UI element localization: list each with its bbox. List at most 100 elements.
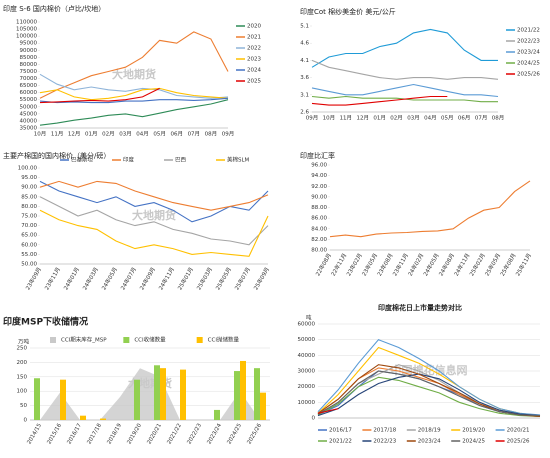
x-tick-label: 12月 [356,115,369,122]
legend-label: 2021/22 [517,28,540,34]
legend-swatch [196,337,203,343]
legend-label: CCI期末库存_MSP [61,336,107,344]
x-tick-label: 25年05月 [214,266,233,292]
y-tick-label: 90.00 [21,185,37,191]
y-tick-label: 82.00 [311,237,327,243]
chart-title: 印度棉花日上市量走势对比 [378,303,462,312]
watermark: 大地期货 [132,208,176,222]
y-tick-label: 95.00 [21,175,37,181]
legend-label: 2023/24 [418,439,441,445]
y-tick-label: 80.00 [21,204,37,210]
y-tick-label: 3.6 [300,75,309,81]
series-line [39,97,229,104]
series-line [317,370,541,417]
x-tick-label: 03月 [119,131,132,138]
y-tick-label: 85.00 [21,194,37,200]
legend-label: 2021/22 [329,439,352,445]
x-tick-label: 04月 [424,115,437,122]
y-tick-label: 60000 [20,90,38,96]
x-tick-label: 24年07月 [119,266,138,292]
x-tick-label: 25年01月 [176,266,195,292]
legend-label: 2023/24 [517,50,540,56]
x-tick-label: 06月 [458,115,471,122]
legend-label: 2016/17 [329,428,352,434]
series-line [317,370,541,417]
x-tick-label: 12月 [68,131,81,138]
x-tick-label: 24年05月 [100,266,119,292]
series-line [311,83,499,98]
x-tick-label: 05月 [441,115,454,122]
series-line [317,346,541,417]
y-tick-label: 50.00 [21,262,37,268]
bar [240,360,246,420]
legend-label: 2017/18 [373,428,396,434]
y-tick-label: 45000 [20,111,38,117]
y-tick-label: 50 [20,403,27,409]
y-tick-label: 35000 [20,126,38,132]
x-tick-label: 2018/19 [106,422,123,445]
y-tick-label: 95000 [20,41,38,47]
legend-label: 2023 [247,57,261,63]
y-tick-label: 0 [312,416,316,422]
y-tick-label: 3.1 [300,92,309,98]
x-tick-label: 09月 [222,131,235,138]
y-tick-label: 60.00 [21,242,37,248]
legend-label: 2025 [247,79,261,85]
x-tick-label: 09月 [306,115,319,122]
x-tick-label: 02月 [390,115,403,122]
y-tick-label: 2.6 [300,110,309,116]
y-tick-label: 150 [17,374,28,380]
x-tick-label: 11月 [51,131,64,138]
legend-label: 2022 [247,46,261,52]
unit-label: 吨 [306,314,312,322]
x-tick-label: 07月 [188,131,201,138]
y-tick-label: 20000 [298,384,316,390]
x-tick-label: 2022/23 [186,422,203,445]
x-tick-label: 05月 [153,131,166,138]
y-tick-label: 10000 [298,400,316,406]
series-line [311,59,499,80]
series-line [39,99,229,126]
x-tick-label: 25年03月 [195,266,214,292]
y-tick-label: 110000 [16,20,37,26]
series-line [39,209,269,257]
series-line [317,376,541,417]
series-line [39,31,229,99]
y-tick-label: 100000 [16,34,37,40]
y-tick-label: 55000 [20,97,38,103]
legend-label: 2019/20 [462,428,485,434]
area [40,368,260,420]
y-tick-label: 55.00 [21,252,37,258]
x-tick-label: 23年09月 [24,266,43,292]
bar [180,369,186,420]
y-tick-label: 70.00 [21,223,37,229]
y-tick-label: 105000 [16,27,37,33]
y-tick-label: 4.6 [300,41,309,47]
bar [214,409,220,420]
legend-swatch [50,337,56,343]
y-tick-label: 60000 [298,322,316,328]
x-tick-label: 2015/16 [46,422,63,445]
legend-label: 美棉SLM [227,156,250,164]
y-tick-label: 40000 [298,353,316,359]
series-line [311,28,498,68]
x-tick-label: 04月 [136,131,149,138]
legend-label: CCI抛储数量 [208,336,240,344]
y-tick-label: 80.00 [311,248,327,254]
legend-label: 2021 [247,35,261,41]
y-tick-label: 0 [24,418,28,424]
legend-label: 2018/19 [418,428,441,434]
x-tick-label: 23年11月 [43,266,62,292]
bar [134,379,140,420]
y-tick-label: 94.00 [311,173,327,179]
bar [260,392,266,420]
legend-label: 巴基斯坦 [71,156,94,164]
y-tick-label: 75.00 [21,214,37,220]
chart-title: 印度MSP下收储情况 [3,316,88,328]
y-tick-label: 200 [17,360,28,366]
legend-label: 2020/21 [507,428,530,434]
series-line [317,373,541,417]
watermark: 中国棉花信息网 [391,363,468,377]
y-tick-label: 70000 [20,76,38,82]
